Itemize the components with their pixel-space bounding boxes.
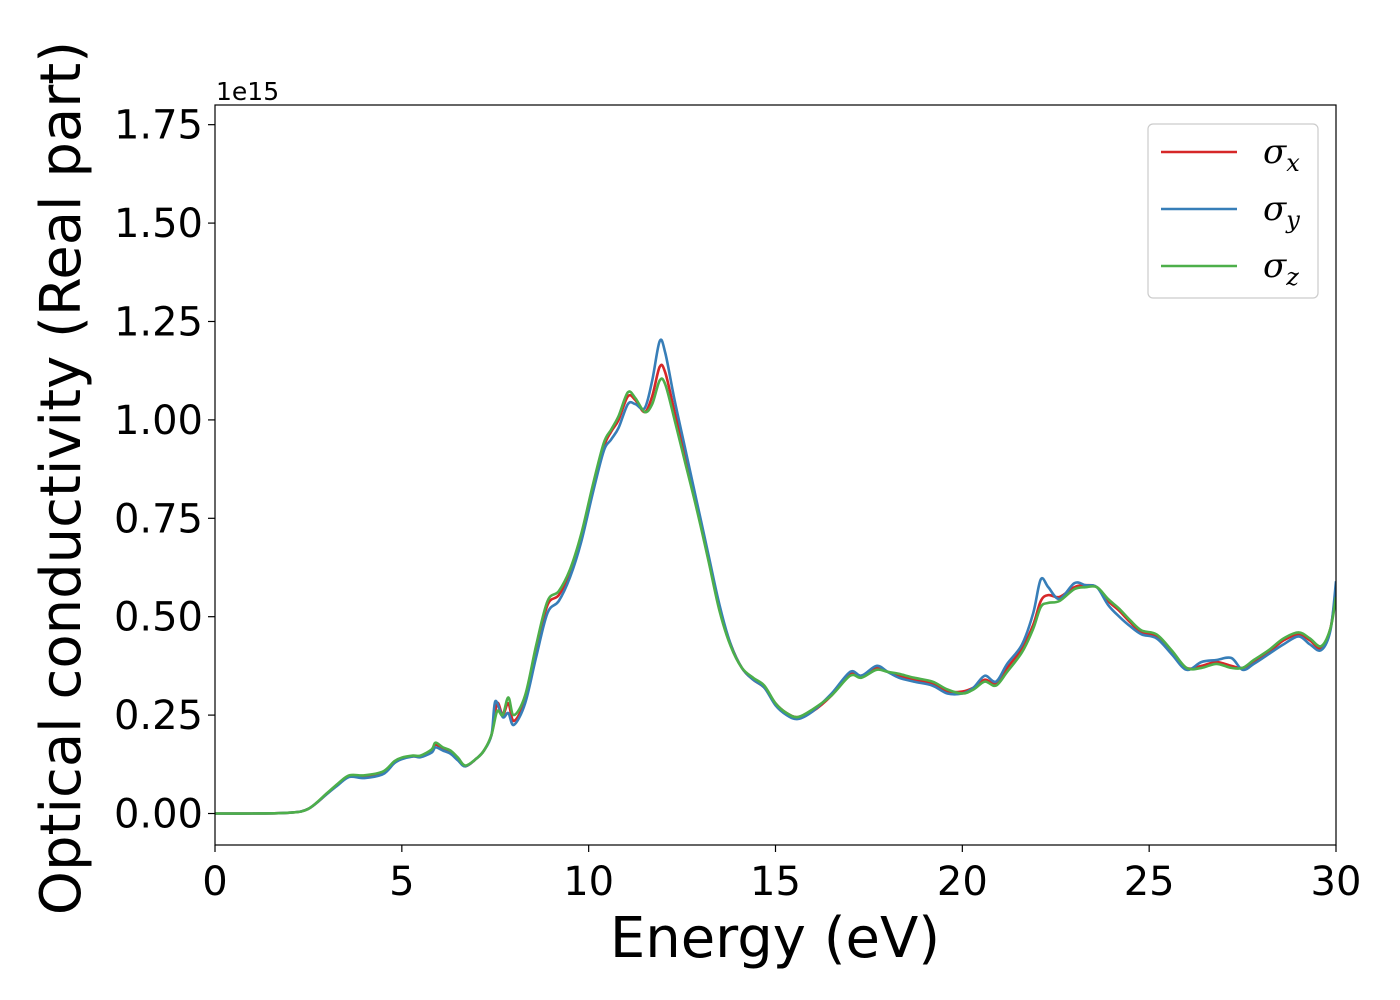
x-tick-label: 20	[937, 859, 988, 905]
x-tick-label: 30	[1311, 859, 1362, 905]
legend-label-x: σx	[1263, 132, 1300, 177]
legend: σx σy σz	[1147, 123, 1319, 299]
plot-frame	[214, 104, 1337, 846]
y-tick-label: 0.25	[114, 693, 203, 739]
y-tick-label: 1.25	[114, 299, 203, 345]
y-tick-label: 1.50	[114, 201, 203, 247]
legend-label-z: σz	[1263, 246, 1299, 291]
y-tick-label: 1.00	[114, 398, 203, 444]
series-line-y	[215, 338, 1336, 815]
y-axis-offset-label: 1e15	[216, 77, 279, 106]
series-line-z	[215, 377, 1336, 815]
y-tick-label: 0.75	[114, 496, 203, 542]
y-axis-ticks: 0.00 0.25 0.50 0.75 1.00 1.25 1.50 1.75	[114, 103, 215, 838]
legend-label-y: σy	[1263, 189, 1300, 234]
x-tick-label: 5	[389, 859, 414, 905]
x-tick-label: 15	[750, 859, 801, 905]
plot-area	[215, 338, 1336, 815]
y-tick-label: 1.75	[114, 103, 203, 149]
series-line-x	[215, 363, 1336, 815]
y-tick-label: 0.00	[114, 792, 203, 838]
x-axis-ticks: 0 5 10 15 20 25 30	[202, 845, 1361, 905]
x-tick-label: 0	[202, 859, 227, 905]
x-tick-label: 25	[1124, 859, 1175, 905]
legend-box	[1147, 123, 1319, 299]
y-tick-label: 0.50	[114, 595, 203, 641]
x-tick-label: 10	[563, 859, 614, 905]
x-axis-title: Energy (eV)	[610, 906, 940, 971]
y-axis-title: Optical conductivity (Real part)	[29, 41, 94, 915]
